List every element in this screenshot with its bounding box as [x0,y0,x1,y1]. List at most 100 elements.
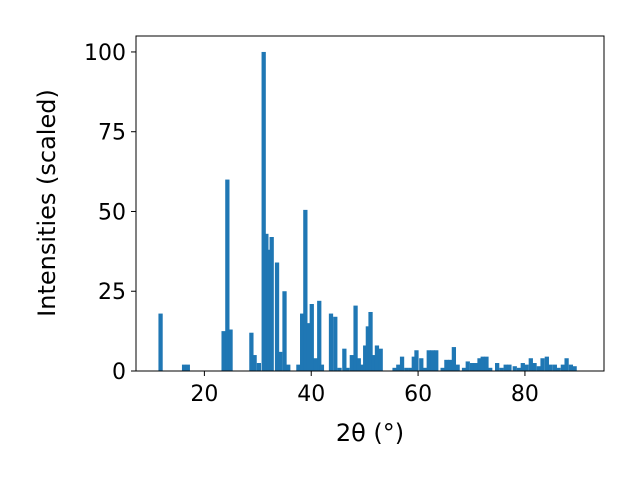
bar [495,363,500,371]
bar [185,364,190,371]
bar [300,313,305,371]
bar [548,364,553,371]
bar [536,366,541,371]
bar [484,356,489,371]
bar [556,367,561,371]
bar [524,364,529,371]
bar [414,350,419,371]
bar [480,356,485,371]
y-tick-label: 75 [98,121,126,146]
bar [345,367,350,371]
bar [333,316,338,371]
bar [303,209,308,371]
bar [503,364,508,371]
y-tick-label: 50 [98,200,126,225]
bar [313,358,318,371]
bar [319,364,325,371]
bar [560,364,565,371]
bar [356,358,361,371]
y-axis-label: Intensities (scaled) [33,89,61,317]
bar [520,363,525,371]
x-axis: 20 40 60 80 [190,371,539,407]
bar [368,311,373,371]
bar [349,355,354,371]
bar [455,364,460,371]
bar [269,237,274,371]
bar [516,367,522,371]
bar [309,304,314,371]
bar [465,361,470,371]
bar [411,356,416,371]
bar [404,367,409,371]
bar [282,291,287,371]
bar [568,364,574,371]
bar [426,350,431,371]
bar [252,355,257,371]
bar [181,364,187,371]
bar [434,350,439,371]
bar [392,367,397,371]
bar [396,364,401,371]
plot-frame [135,35,605,372]
y-tick-label: 25 [98,280,126,305]
bar [408,367,413,371]
bar [342,348,347,371]
bar [422,367,428,371]
bar [461,367,467,371]
bar [306,323,311,371]
bar [158,313,163,371]
bar [564,358,569,371]
bar [337,367,342,371]
y-tick-label: 100 [84,41,126,66]
bar [261,51,266,371]
bar [448,359,453,371]
bar [363,345,368,371]
bar [473,363,478,371]
bar [532,363,537,371]
bar [444,359,449,371]
bar [572,366,577,371]
bar [286,364,291,371]
bar [278,351,283,371]
bar [451,347,457,371]
bar [371,355,376,371]
bar [266,249,271,371]
bar [225,179,230,371]
bar [488,367,493,371]
bar [228,329,233,371]
x-tick-label: 40 [297,382,325,407]
bar [399,356,405,371]
bar [353,305,358,371]
bar [507,364,512,371]
bar [512,366,517,371]
bar [430,350,435,371]
bar [440,367,445,371]
bar [499,367,504,371]
x-axis-label: 2θ (°) [336,419,404,447]
bar [540,358,545,371]
bar [328,313,334,371]
bar [264,233,269,371]
bars [158,51,577,371]
bar [419,358,424,371]
x-tick-label: 20 [190,382,218,407]
bar [256,363,262,371]
bar [477,358,482,371]
bar [296,364,301,371]
x-tick-label: 80 [511,382,539,407]
bar [249,332,254,371]
bar [469,363,475,371]
bar [365,326,370,371]
bar [552,364,557,371]
bar [317,300,322,371]
x-tick-label: 60 [404,382,432,407]
y-tick-label: 0 [112,360,126,385]
y-axis: 0 25 50 75 100 [84,41,136,385]
bar [221,331,226,371]
bar [544,356,549,371]
bar [374,345,380,371]
bar [274,262,280,371]
bar [378,348,383,371]
bar [528,358,533,371]
